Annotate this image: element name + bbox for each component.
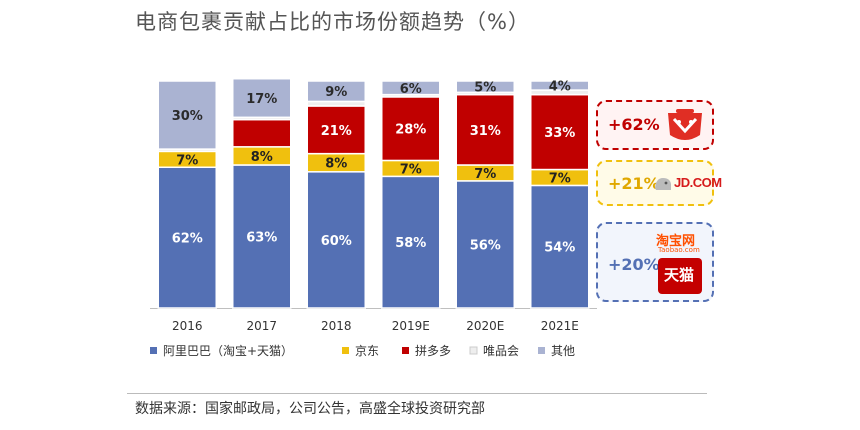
- pinduoduo-growth-label: +62%: [608, 115, 660, 134]
- bar-2017-series-0: [232, 164, 292, 309]
- data-label-2016-series-1: 7%: [176, 153, 198, 168]
- data-label-2019E-series-1: 7%: [400, 162, 422, 177]
- data-label-2020E-series-2: 31%: [470, 124, 501, 139]
- data-label-2017-series-1: 8%: [251, 150, 273, 165]
- jd-dog-icon: [655, 178, 671, 190]
- tmall-logo: 天猫: [658, 258, 702, 294]
- data-label-2018-series-2: 21%: [321, 124, 352, 139]
- bar-2021E-series-4: [530, 80, 590, 91]
- x-tick-label-2016: 2016: [172, 319, 203, 333]
- bar-2018-series-2: [306, 105, 366, 155]
- legend-label-3: 唯品会: [483, 344, 519, 358]
- tmall-logo-text: 天猫: [664, 266, 695, 284]
- bar-2017-series-2: [232, 118, 292, 148]
- data-label-2021E-series-0: 54%: [544, 241, 575, 256]
- bar-2017-series-4: [232, 77, 292, 119]
- taobao-domain: Taobao.com: [658, 246, 700, 254]
- legend-swatch-0: [150, 347, 157, 354]
- data-label-2019E-series-4: 6%: [400, 82, 422, 97]
- pinduoduo-growth-callout: +62%: [596, 100, 714, 150]
- legend-label-1: 京东: [355, 344, 379, 358]
- bar-2021E-series-2: [530, 93, 590, 171]
- bar-2019E-series-4: [381, 80, 441, 96]
- data-label-2019E-series-2: 28%: [395, 123, 426, 138]
- legend-swatch-4: [538, 347, 545, 354]
- alibaba-growth-label: +20%: [608, 255, 660, 274]
- data-label-2017-series-0: 63%: [246, 230, 277, 245]
- data-label-2017-series-4: 17%: [246, 92, 277, 107]
- bar-2016-series-4: [157, 80, 217, 150]
- pinduoduo-logo: [668, 109, 702, 140]
- legend-swatch-3: [469, 346, 478, 355]
- data-label-2018-series-0: 60%: [321, 234, 352, 249]
- bar-2020E-series-4: [455, 80, 515, 94]
- bar-2016-series-0: [157, 166, 217, 309]
- legend-label-0: 阿里巴巴（淘宝+天猫）: [163, 344, 293, 358]
- x-tick-label-2017: 2017: [246, 319, 277, 333]
- x-tick-label-2018: 2018: [321, 319, 352, 333]
- x-tick-label-2021E: 2021E: [541, 319, 579, 333]
- taobao-logo: 淘宝网: [656, 234, 696, 249]
- jd-growth-callout: +21% JD.COM: [596, 160, 722, 206]
- data-label-2021E-series-1: 7%: [549, 171, 571, 186]
- data-label-2020E-series-4: 5%: [474, 81, 496, 96]
- legend-label-2: 拼多多: [415, 344, 451, 358]
- data-label-2016-series-0: 62%: [172, 232, 203, 247]
- bar-2019E-series-2: [381, 96, 441, 162]
- source-divider: [127, 393, 707, 394]
- bar-2018-series-4: [306, 80, 366, 103]
- bar-2019E-series-0: [381, 175, 441, 309]
- data-label-2020E-series-0: 56%: [470, 238, 501, 253]
- chart-title: 电商包裹贡献占比的市场份额趋势（%）: [135, 10, 530, 34]
- x-tick-label-2019E: 2019E: [392, 319, 430, 333]
- data-label-2020E-series-1: 7%: [474, 167, 496, 182]
- jd-logo: JD.COM: [674, 175, 722, 190]
- data-label-2019E-series-0: 58%: [395, 236, 426, 251]
- data-label-2021E-series-2: 33%: [544, 126, 575, 141]
- data-label-2021E-series-4: 4%: [549, 80, 571, 95]
- alibaba-growth-callout: +20% 淘宝网 Taobao.com 天猫: [596, 222, 714, 302]
- bar-2018-series-0: [306, 171, 366, 309]
- bar-2020E-series-0: [455, 180, 515, 309]
- data-label-2018-series-4: 9%: [325, 85, 347, 100]
- jd-growth-label: +21%: [608, 174, 660, 193]
- bar-2021E-series-0: [530, 184, 590, 309]
- legend-swatch-2: [402, 347, 409, 354]
- data-label-2018-series-1: 8%: [325, 157, 347, 172]
- data-label-2016-series-4: 30%: [172, 109, 203, 124]
- legend-swatch-1: [342, 347, 349, 354]
- x-tick-label-2020E: 2020E: [466, 319, 504, 333]
- data-source-note: 数据来源：国家邮政局，公司公告，高盛全球投资研究部: [135, 401, 485, 417]
- legend-label-4: 其他: [551, 344, 575, 358]
